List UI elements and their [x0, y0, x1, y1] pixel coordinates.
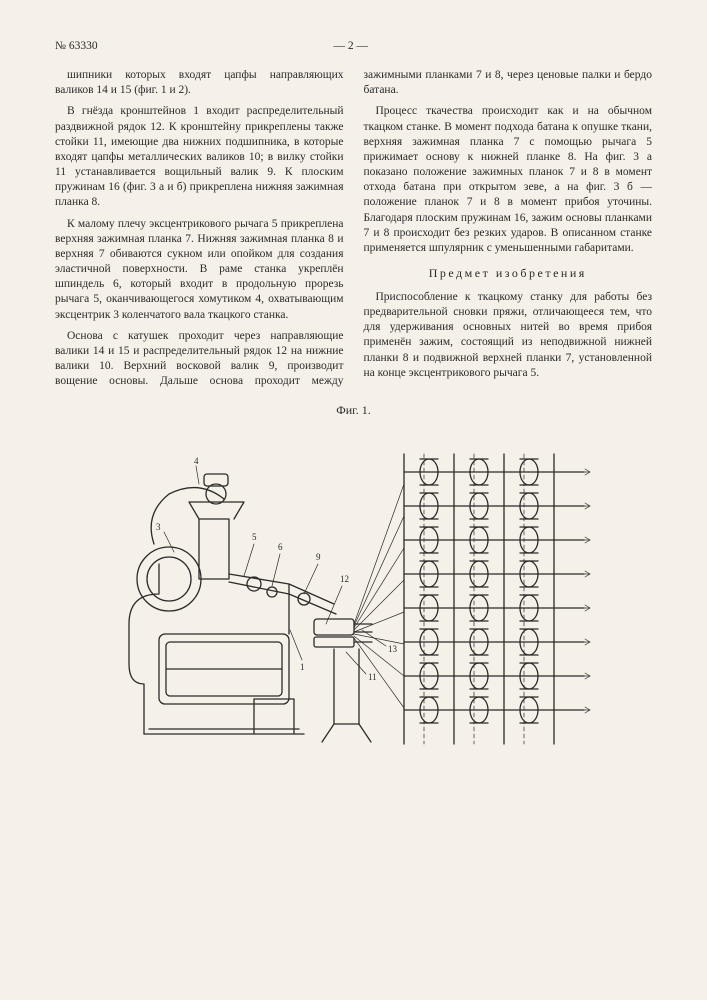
svg-text:1: 1	[300, 662, 305, 672]
paragraph: Процесс ткачества происходит как и на об…	[364, 104, 653, 256]
svg-text:13: 13	[388, 644, 398, 654]
svg-text:12: 12	[340, 574, 349, 584]
svg-text:6: 6	[278, 542, 283, 552]
doc-number: № 63330	[55, 40, 98, 52]
paragraph: Приспособление к ткацкому станку для раб…	[364, 290, 653, 381]
svg-text:5: 5	[252, 532, 257, 542]
claims-title: Предмет изобретения	[364, 266, 653, 282]
body-columns: шипники которых входят цапфы направляющи…	[55, 68, 652, 389]
figure-1: Фиг. 1.	[55, 403, 652, 764]
svg-text:11: 11	[368, 672, 377, 682]
svg-text:3: 3	[156, 522, 161, 532]
svg-text:4: 4	[194, 456, 199, 466]
paragraph: шипники которых входят цапфы направляющи…	[55, 68, 344, 98]
svg-text:9: 9	[316, 552, 321, 562]
figure-svg: 4 3 5 6 9 12 11 1 13	[104, 424, 604, 764]
page-header: № 63330 — 2 —	[55, 40, 652, 52]
paragraph: К малому плечу эксцентрикового рычага 5 …	[55, 217, 344, 323]
page-number: — 2 —	[98, 40, 604, 52]
figure-label: Фиг. 1.	[55, 403, 652, 418]
paragraph: В гнёзда кронштейнов 1 входит распредели…	[55, 104, 344, 210]
